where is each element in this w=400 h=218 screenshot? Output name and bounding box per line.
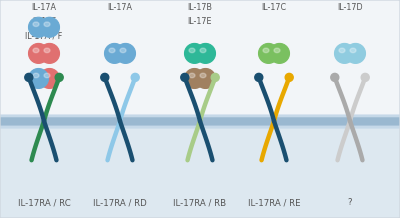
Ellipse shape xyxy=(104,43,124,63)
Ellipse shape xyxy=(33,48,39,53)
Ellipse shape xyxy=(184,68,204,89)
Ellipse shape xyxy=(196,68,216,89)
Ellipse shape xyxy=(28,43,48,63)
Ellipse shape xyxy=(181,73,189,81)
Ellipse shape xyxy=(189,48,195,53)
Ellipse shape xyxy=(263,48,269,53)
Text: IL-17RA / RB: IL-17RA / RB xyxy=(174,198,226,207)
Ellipse shape xyxy=(33,73,39,78)
Ellipse shape xyxy=(120,48,126,53)
FancyBboxPatch shape xyxy=(0,117,400,126)
Ellipse shape xyxy=(200,48,206,53)
Ellipse shape xyxy=(101,73,109,81)
Ellipse shape xyxy=(44,22,50,27)
Ellipse shape xyxy=(331,73,339,81)
Ellipse shape xyxy=(196,43,216,63)
Ellipse shape xyxy=(116,43,136,63)
Ellipse shape xyxy=(44,73,50,78)
Text: IL-17RA / RD: IL-17RA / RD xyxy=(93,198,147,207)
Ellipse shape xyxy=(189,73,195,78)
Ellipse shape xyxy=(200,73,206,78)
Text: IL-17A: IL-17A xyxy=(108,3,132,12)
Ellipse shape xyxy=(255,73,263,81)
Ellipse shape xyxy=(339,48,345,53)
Text: IL-17B: IL-17B xyxy=(188,3,212,12)
Ellipse shape xyxy=(25,73,33,81)
Ellipse shape xyxy=(28,68,48,89)
Text: IL-17F: IL-17F xyxy=(32,17,56,26)
Ellipse shape xyxy=(346,43,366,63)
Ellipse shape xyxy=(211,73,219,81)
Ellipse shape xyxy=(33,22,39,27)
Ellipse shape xyxy=(258,43,278,63)
Ellipse shape xyxy=(40,17,60,37)
Text: ?: ? xyxy=(348,198,352,207)
Text: IL-17C: IL-17C xyxy=(262,3,286,12)
Text: IL-17E: IL-17E xyxy=(188,17,212,26)
Ellipse shape xyxy=(350,48,356,53)
Ellipse shape xyxy=(334,43,354,63)
FancyBboxPatch shape xyxy=(0,114,400,129)
Ellipse shape xyxy=(131,73,139,81)
Ellipse shape xyxy=(274,48,280,53)
Ellipse shape xyxy=(44,48,50,53)
Ellipse shape xyxy=(285,73,293,81)
Ellipse shape xyxy=(28,17,48,37)
Text: IL-17A / F: IL-17A / F xyxy=(25,32,63,41)
Ellipse shape xyxy=(40,43,60,63)
Text: IL-17A: IL-17A xyxy=(32,3,56,12)
Text: IL-17RA / RE: IL-17RA / RE xyxy=(248,198,300,207)
Ellipse shape xyxy=(184,43,204,63)
Ellipse shape xyxy=(40,68,60,89)
Text: IL-17D: IL-17D xyxy=(337,3,363,12)
Polygon shape xyxy=(0,124,400,218)
Text: IL-17RA / RC: IL-17RA / RC xyxy=(18,198,70,207)
Ellipse shape xyxy=(109,48,115,53)
Ellipse shape xyxy=(361,73,369,81)
Ellipse shape xyxy=(270,43,290,63)
Ellipse shape xyxy=(55,73,63,81)
